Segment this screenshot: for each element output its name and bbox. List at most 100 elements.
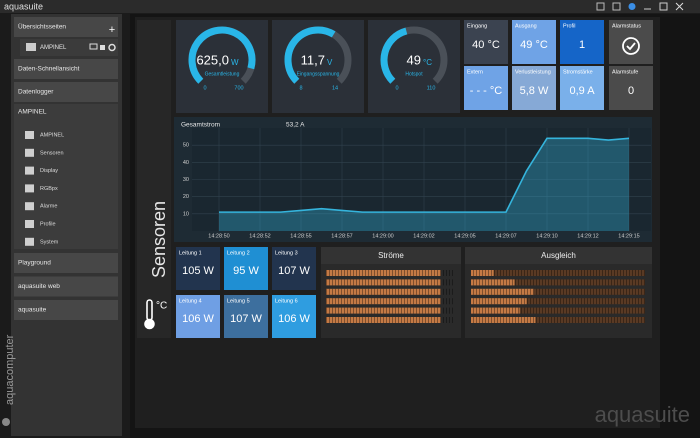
- menu-item[interactable]: [14, 300, 118, 320]
- line-tile: [176, 295, 220, 338]
- bar-panel-title: Ströme: [378, 251, 404, 260]
- gauge-value: 11,7: [301, 52, 325, 67]
- nav-icon[interactable]: [25, 237, 34, 246]
- chart-current: 53,2 A: [286, 122, 305, 129]
- page-icon: [26, 43, 36, 51]
- check-icon: [626, 42, 636, 51]
- toolbar-icon[interactable]: [596, 2, 605, 11]
- menu-item-label: Playground: [18, 260, 51, 267]
- nav-item[interactable]: Sensoren: [40, 150, 64, 156]
- y-tick-label: 30: [183, 177, 189, 183]
- bar-stripes: [471, 317, 645, 323]
- menu-item[interactable]: [14, 276, 118, 297]
- nav-item[interactable]: Profile: [40, 221, 56, 227]
- overview-page-label: AMPINEL: [40, 45, 67, 51]
- tile-value: 105 W: [182, 265, 214, 277]
- title-bar: [0, 0, 700, 13]
- nav-item[interactable]: Alarme: [40, 204, 57, 210]
- bar-panel-title: Ausgleich: [541, 251, 576, 260]
- bar-panel-header: [321, 247, 461, 264]
- tile-value: 106 W: [278, 313, 310, 325]
- gauge-arc: [284, 26, 336, 84]
- tile-value: 107 W: [230, 313, 262, 325]
- nav-item[interactable]: RGBpx: [40, 186, 58, 192]
- menu-item-label: Übersichtsseiten: [18, 23, 66, 31]
- status-tile: [464, 66, 508, 110]
- status-tile: [560, 66, 604, 110]
- tile-value: 1: [579, 39, 585, 51]
- x-tick-label: 14:29:10: [536, 233, 557, 239]
- nav-icon[interactable]: [25, 166, 34, 175]
- nav-icon[interactable]: [25, 131, 34, 139]
- overview-page[interactable]: [20, 39, 118, 56]
- maximize-button[interactable]: [659, 2, 668, 11]
- bar-panel-header: [465, 247, 652, 264]
- gauge-value: 625,0: [196, 52, 229, 67]
- status-tile: [560, 20, 604, 64]
- gauge-min: 0: [203, 85, 206, 91]
- x-tick-label: 14:28:52: [249, 233, 270, 239]
- status-tile: [512, 20, 556, 64]
- gauge-max: 110: [427, 85, 436, 91]
- tile-label: Eingang: [467, 23, 487, 29]
- tile-label: Ausgang: [515, 23, 537, 29]
- bar-stripes: [326, 307, 455, 314]
- status-tile: [609, 20, 653, 64]
- tile-value: 0: [628, 85, 634, 97]
- nav-icon[interactable]: [25, 220, 34, 228]
- x-tick-label: 14:29:02: [413, 233, 434, 239]
- tile-label: Alarmstatus: [612, 23, 641, 29]
- watermark: aquasuite: [595, 402, 690, 427]
- tile-value: 5,8 W: [520, 85, 549, 97]
- tile-label: Profil: [563, 23, 576, 29]
- gauge-label: Eingangsspannung: [297, 71, 340, 77]
- x-tick-label: 14:29:07: [495, 233, 516, 239]
- line-tile: [272, 295, 316, 338]
- bar-stripes: [326, 288, 455, 295]
- bar-stripes: [326, 270, 455, 276]
- tile-label: Alarmstufe: [612, 69, 638, 75]
- bar-stripes: [471, 279, 645, 286]
- nav-icon[interactable]: [25, 184, 34, 193]
- gauge-unit: W: [231, 58, 239, 67]
- nav-item[interactable]: System: [40, 239, 59, 245]
- y-tick-label: 50: [183, 143, 189, 149]
- tile-value: 0,9 A: [569, 85, 595, 97]
- brand-logo: [2, 418, 10, 426]
- lock-icon: [100, 45, 105, 50]
- status-tile: [464, 20, 508, 64]
- window-title: aquasuite: [4, 1, 43, 11]
- tile-value: 40 °C: [472, 39, 500, 51]
- tile-value: 106 W: [182, 313, 214, 325]
- tile-label: Leitung 2: [227, 250, 250, 256]
- nav-item[interactable]: AMPINEL: [40, 132, 64, 138]
- x-tick-label: 14:28:57: [331, 233, 352, 239]
- gauge-max: 14: [332, 85, 338, 91]
- add-icon[interactable]: +: [109, 24, 115, 36]
- bar-stripes: [471, 298, 645, 305]
- status-tile: [609, 66, 653, 110]
- line-tile: [272, 247, 316, 290]
- toolbar-icon[interactable]: [628, 3, 636, 10]
- chart-line: [219, 137, 630, 213]
- x-tick-label: 14:28:50: [208, 233, 229, 239]
- menu-item[interactable]: [14, 59, 118, 79]
- gauge-value: 49: [407, 52, 421, 67]
- x-tick-label: 14:28:55: [290, 233, 311, 239]
- menu-item-label: Datenlogger: [18, 89, 54, 96]
- gauge-arc: [380, 27, 408, 84]
- monitor-icon: [89, 43, 98, 50]
- nav-item[interactable]: Display: [40, 168, 58, 174]
- menu-item[interactable]: [14, 253, 118, 273]
- menu-item[interactable]: [14, 17, 118, 37]
- toolbar-icon[interactable]: [612, 2, 621, 11]
- nav-icon[interactable]: [25, 202, 34, 211]
- close-button[interactable]: [675, 2, 684, 11]
- gauge-arc: [188, 26, 256, 84]
- menu-item[interactable]: [14, 82, 118, 102]
- settings-icon[interactable]: [108, 43, 116, 52]
- page-title: Sensoren: [149, 201, 169, 278]
- page-unit: °C: [156, 301, 167, 312]
- tile-label: Leitung 4: [179, 298, 202, 304]
- nav-icon[interactable]: [25, 148, 34, 157]
